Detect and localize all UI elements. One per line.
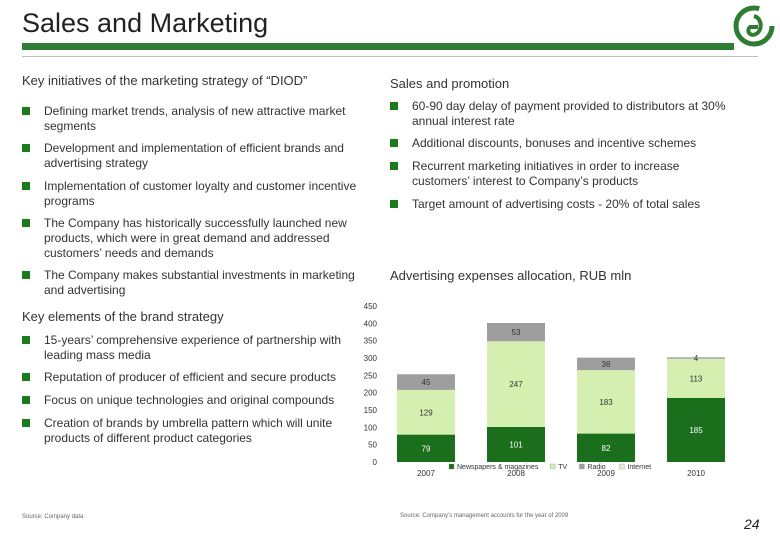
list-item: The Company makes substantial investment… [22,268,362,298]
data-label: 113 [690,374,703,383]
list-item: 15-years’ comprehensive experience of pa… [22,333,352,363]
legend-label: TV [558,464,567,471]
list-item: Development and implementation of effici… [22,141,362,171]
list-item: Creation of brands by umbrella pattern w… [22,416,342,446]
data-label: 247 [509,380,523,389]
y-tick-label: 250 [364,371,378,380]
y-tick-label: 400 [364,319,378,328]
bullet-square-icon [22,182,30,190]
bar-segment [577,370,635,434]
list-item: Recurrent marketing initiatives in order… [390,159,720,189]
data-label: 129 [419,408,433,417]
data-label: 101 [509,440,523,449]
bullet-square-icon [390,102,398,110]
x-tick-label: 2010 [687,469,705,478]
bullet-square-icon [22,396,30,404]
list-item: The Company has historically successfull… [22,216,352,261]
bar-segment [667,397,725,462]
data-label: 36 [602,360,611,369]
list-item: Defining market trends, analysis of new … [22,104,362,134]
y-tick-label: 300 [364,354,378,363]
legend-swatch [550,463,556,470]
y-tick-label: 50 [368,441,377,450]
legend-label: Internet [627,464,651,471]
title-underline [22,56,758,57]
legend-swatch [579,463,585,470]
x-tick-label: 2009 [597,469,615,478]
left-source-note: Source: Company data [22,514,84,520]
bullet-square-icon [22,336,30,344]
data-label: 82 [602,444,611,453]
bar-segment [397,374,455,390]
data-label: 79 [422,444,431,453]
legend-swatch [619,463,625,470]
bullet-square-icon [22,271,30,279]
bar-segment [487,426,545,462]
x-tick-label: 2008 [507,469,525,478]
bullet-square-icon [22,373,30,381]
bar-segment [487,322,545,342]
data-label: 4 [694,354,699,363]
bar-segment [577,433,635,462]
bullet-square-icon [22,144,30,152]
bar-segment [577,357,635,371]
advertising-expenses-chart: 0 50 100 150 200 250 300 350 400 450 79 129 45 2007 10… [364,302,725,478]
list-item: Focus on unique technologies and origina… [22,393,352,408]
list-item: Target amount of advertising costs - 20%… [390,197,740,212]
x-tick-label: 2007 [417,469,435,478]
page-number: 24 [744,516,760,532]
data-label: 45 [422,378,431,387]
title-rule [22,43,734,50]
legend-swatch [448,463,455,470]
y-tick-label: 450 [364,302,378,311]
list-item: 60-90 day delay of payment provided to d… [390,99,740,129]
bullet-square-icon [22,107,30,115]
data-label: 185 [689,426,703,435]
list-item: Implementation of customer loyalty and c… [22,179,362,209]
legend-label: Radio [587,464,605,471]
page-title: Sales and Marketing [22,8,269,38]
bullet-square-icon [22,419,30,427]
bullet-square-icon [390,162,398,170]
chart-heading: Advertising expenses allocation, RUB mln [390,268,632,283]
bullet-square-icon [22,219,30,227]
list-item: Additional discounts, bonuses and incent… [390,136,740,151]
data-label: 183 [599,398,613,407]
bar-segment [667,358,725,398]
right-source-note: Source: Company’s management accounts fo… [400,513,569,519]
list-item: Reputation of producer of efficient and … [22,370,352,385]
y-tick-label: 0 [373,458,378,467]
company-logo [733,5,775,47]
promotion-heading: Sales and promotion [390,76,510,91]
legend-label: Newspapers & magazines [457,464,539,471]
bar-segment [667,357,725,359]
bullet-square-icon [390,200,398,208]
y-tick-label: 150 [364,406,378,415]
bar-segment [397,434,455,462]
bar-segment [487,341,545,427]
y-tick-label: 100 [364,423,378,432]
y-tick-label: 350 [364,337,378,346]
initiatives-heading: Key initiatives of the marketing strateg… [22,73,308,88]
bar-segment [397,389,455,435]
y-tick-label: 200 [364,389,378,398]
bullet-square-icon [390,139,398,147]
data-label: 53 [512,328,521,337]
brand-heading: Key elements of the brand strategy [22,309,224,324]
